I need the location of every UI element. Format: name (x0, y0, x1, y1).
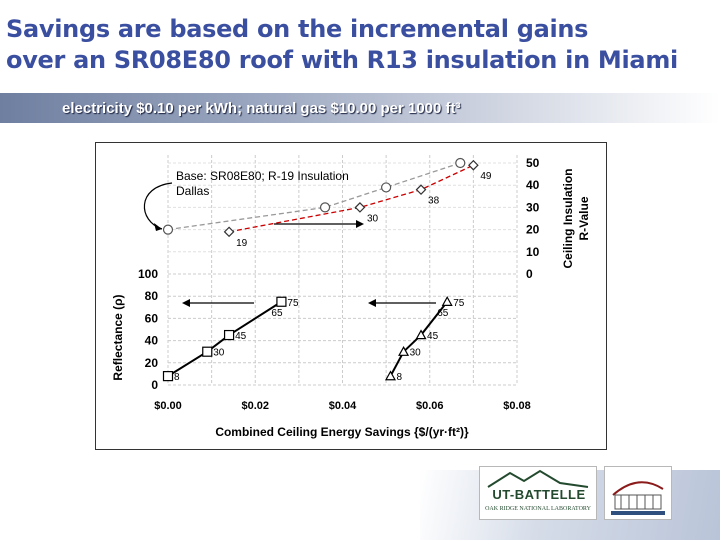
reflectance-point-label: 30 (213, 348, 225, 359)
reflectance-arrowhead (368, 299, 376, 307)
mountain-icon (487, 469, 589, 488)
y-tick-label: 0 (151, 378, 158, 392)
annotation-text: Base: SR08E80; R-19 Insulation (176, 169, 349, 183)
y2-tick-label: 10 (526, 245, 540, 259)
x-axis-label: Combined Ceiling Energy Savings {$/(yr·f… (215, 425, 469, 439)
reflectance-point-label: 45 (427, 331, 439, 342)
rvalue-point-label: 38 (428, 196, 440, 207)
y2-tick-label: 40 (526, 178, 540, 192)
rvalue-point (319, 202, 331, 213)
y2-tick-label: 30 (526, 200, 540, 214)
x-tick-label: $0.04 (329, 400, 357, 412)
y2-axis-label-line2: R-Value (577, 196, 591, 240)
doe-logo (604, 466, 672, 520)
reflectance-series-line (167, 300, 282, 377)
rvalue-point-label: 19 (236, 238, 248, 249)
y-tick-label: 80 (145, 289, 159, 303)
chart-frame: $0.00 $0.02 $0.04 $0.06 $0.08 0 20 40 60 80 100 0 10… (95, 142, 607, 450)
logo-subtext: OAK RIDGE NATIONAL LABORATORY (485, 506, 591, 512)
rvalue-series-line (228, 164, 474, 233)
ut-battelle-logo: UT-BATTELLE OAK RIDGE NATIONAL LABORATOR… (479, 466, 597, 520)
y-axis-label: Reflectance (ρ) (111, 294, 125, 380)
reflectance-arrowhead (182, 299, 190, 307)
building-icon (611, 481, 665, 515)
rvalue-point (381, 182, 392, 193)
annotation-arrowhead (356, 220, 364, 228)
reflectance-point-label: 8 (396, 372, 402, 383)
rvalue-point (162, 224, 174, 235)
reflectance-point-label: 45 (235, 331, 247, 342)
x-tick-label: $0.00 (154, 400, 182, 412)
y-tick-label: 100 (138, 267, 158, 281)
annotation-arrowhead (154, 223, 162, 231)
title-line-2: over an SR08E80 roof with R13 insulation… (6, 46, 678, 74)
reflectance-point (384, 370, 397, 381)
reflectance-point (202, 346, 213, 357)
y2-tick-label: 0 (526, 267, 533, 281)
reflectance-point-label: 30 (410, 348, 422, 359)
reflectance-point (223, 329, 235, 341)
rvalue-point (354, 202, 366, 213)
rvalue-point (223, 226, 235, 238)
rvalue-point (468, 159, 479, 171)
y-tick-label: 60 (145, 311, 159, 325)
rvalue-point (415, 184, 427, 195)
reflectance-series-line (389, 301, 448, 377)
reflectance-point-label: 75 (453, 298, 465, 309)
y-tick-label: 20 (145, 356, 159, 370)
y2-axis-label-line1: Ceiling Insulation (561, 168, 575, 268)
logo-text: UT-BATTELLE (492, 487, 586, 502)
reflectance-point (398, 345, 410, 356)
slide-title: Savings are based on the incremental gai… (6, 14, 718, 76)
rvalue-point-label: 49 (480, 171, 492, 182)
y2-tick-label: 20 (526, 223, 540, 237)
reflectance-point-label: 8 (174, 372, 180, 383)
reflectance-point (441, 296, 453, 306)
x-tick-label: $0.06 (416, 400, 444, 412)
reflectance-point-label: 65 (271, 308, 283, 319)
rvalue-point (455, 157, 466, 169)
annotation-text: Dallas (176, 184, 209, 198)
x-tick-label: $0.08 (503, 400, 531, 412)
reflectance-point (415, 329, 427, 340)
chart-svg: $0.00 $0.02 $0.04 $0.06 $0.08 0 20 40 60 80 100 0 10… (111, 155, 591, 439)
x-tick-label: $0.02 (241, 400, 269, 412)
reflectance-point-label: 65 (437, 308, 449, 319)
title-line-1: Savings are based on the incremental gai… (6, 15, 589, 43)
rvalue-point-label: 30 (367, 213, 379, 224)
reflectance-point (276, 296, 287, 307)
reflectance-point-label: 75 (287, 298, 299, 309)
y2-tick-label: 50 (526, 156, 540, 170)
y-tick-label: 40 (145, 334, 159, 348)
subtitle-bar (0, 93, 720, 123)
reflectance-point (162, 371, 174, 382)
subtitle-text: electricity $0.10 per kWh; natural gas $… (62, 100, 461, 117)
